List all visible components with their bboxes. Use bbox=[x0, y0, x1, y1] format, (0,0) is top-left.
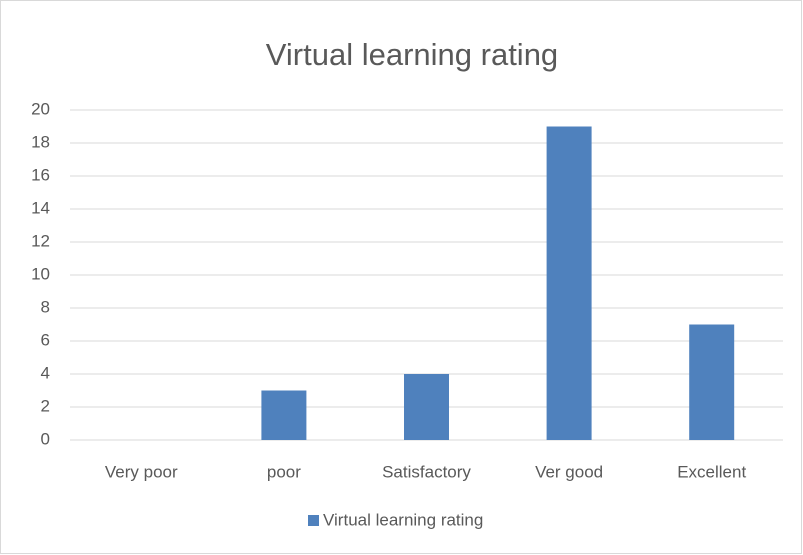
y-tick-label: 20 bbox=[31, 99, 50, 118]
y-tick-label: 14 bbox=[31, 198, 50, 217]
x-tick-label: Satisfactory bbox=[382, 462, 471, 481]
x-tick-label: Very poor bbox=[105, 462, 178, 481]
bar bbox=[546, 126, 592, 440]
y-tick-label: 8 bbox=[41, 297, 50, 316]
y-tick-label: 12 bbox=[31, 231, 50, 250]
x-tick-label: poor bbox=[267, 462, 301, 481]
y-tick-label: 4 bbox=[41, 363, 50, 382]
bar bbox=[689, 324, 735, 440]
legend-label: Virtual learning rating bbox=[323, 510, 483, 529]
y-tick-label: 6 bbox=[41, 330, 50, 349]
x-tick-label: Excellent bbox=[677, 462, 746, 481]
y-tick-label: 16 bbox=[31, 165, 50, 184]
y-tick-label: 10 bbox=[31, 264, 50, 283]
bar bbox=[261, 390, 307, 440]
y-tick-label: 18 bbox=[31, 132, 50, 151]
bar bbox=[404, 374, 449, 440]
x-tick-label: Ver good bbox=[535, 462, 603, 481]
legend-swatch bbox=[308, 515, 319, 526]
y-tick-label: 2 bbox=[41, 396, 50, 415]
y-tick-label: 0 bbox=[41, 429, 50, 448]
chart-title: Virtual learning rating bbox=[266, 37, 558, 72]
